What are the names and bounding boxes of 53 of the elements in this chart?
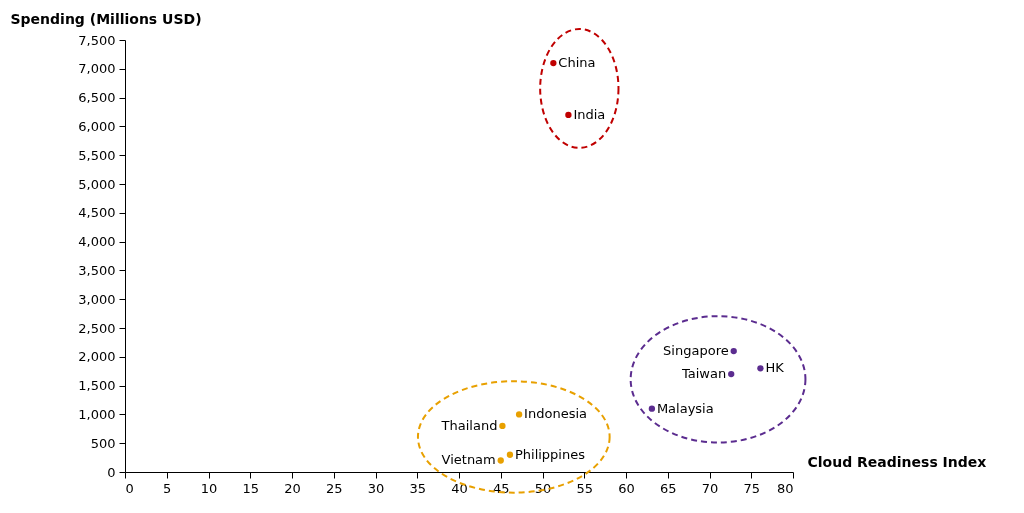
annotation: Philippines bbox=[514, 446, 586, 462]
point bbox=[730, 347, 737, 355]
y-tick-label: 5,500 bbox=[78, 147, 116, 163]
x-tick-label: 25 bbox=[325, 480, 343, 496]
y-tick-label: 500 bbox=[90, 435, 116, 451]
x-tick-label: 0 bbox=[125, 480, 134, 496]
y-tick-label: 3,500 bbox=[78, 262, 116, 278]
x-tick-label: 45 bbox=[492, 480, 510, 496]
x-axis-title: Cloud Readiness Index bbox=[807, 453, 987, 470]
x-tick-label: 30 bbox=[367, 480, 385, 496]
x-tick-label: 80 bbox=[776, 480, 794, 496]
y-tick-label: 4,500 bbox=[78, 205, 116, 221]
annotation: HK bbox=[765, 360, 785, 376]
x-tick-label: 10 bbox=[200, 480, 218, 496]
annotation: China bbox=[558, 55, 596, 71]
y-tick-label: 7,500 bbox=[78, 32, 116, 48]
annotation: Thailand bbox=[440, 417, 498, 433]
point bbox=[515, 411, 523, 418]
point bbox=[565, 111, 572, 119]
x-tick-label: 60 bbox=[618, 480, 635, 496]
x-tick-label: 65 bbox=[659, 480, 677, 496]
y-tick-label: 1,000 bbox=[78, 406, 116, 422]
y-tick-label: 6,000 bbox=[78, 118, 116, 134]
point bbox=[648, 405, 656, 412]
annotation: Taiwan bbox=[680, 366, 727, 382]
annotation: Malaysia bbox=[656, 400, 714, 416]
annotation: Singapore bbox=[663, 343, 729, 359]
y-tick-label: 6,500 bbox=[78, 90, 116, 106]
x-tick-label: 70 bbox=[701, 480, 719, 496]
y-tick-label: 2,000 bbox=[78, 349, 116, 365]
x-tick-label: 55 bbox=[576, 480, 594, 496]
annotation: Vietnam bbox=[441, 452, 496, 468]
y-tick-label: 5,000 bbox=[78, 176, 116, 192]
y-axis-title: Spending (Millions USD) bbox=[10, 10, 202, 27]
y-tick-label: 0 bbox=[107, 464, 116, 480]
y-tick-label: 7,000 bbox=[78, 61, 116, 77]
annotation: Indonesia bbox=[524, 406, 587, 422]
x-tick-label: 20 bbox=[284, 480, 301, 496]
y-tick-label: 4,000 bbox=[78, 234, 116, 250]
point bbox=[728, 370, 735, 378]
x-tick-label: 35 bbox=[409, 480, 427, 496]
y-tick-label: 3,000 bbox=[78, 291, 116, 307]
annotation: India bbox=[573, 106, 606, 122]
point bbox=[757, 365, 764, 372]
point bbox=[497, 457, 504, 464]
point bbox=[550, 59, 557, 67]
point bbox=[506, 451, 514, 458]
y-tick-label: 1,500 bbox=[78, 378, 116, 394]
y-tick-label: 2,500 bbox=[78, 320, 116, 336]
point bbox=[499, 422, 506, 430]
x-tick-label: 5 bbox=[163, 480, 172, 496]
x-tick-label: 75 bbox=[743, 480, 761, 496]
x-tick-label: 15 bbox=[242, 480, 260, 496]
